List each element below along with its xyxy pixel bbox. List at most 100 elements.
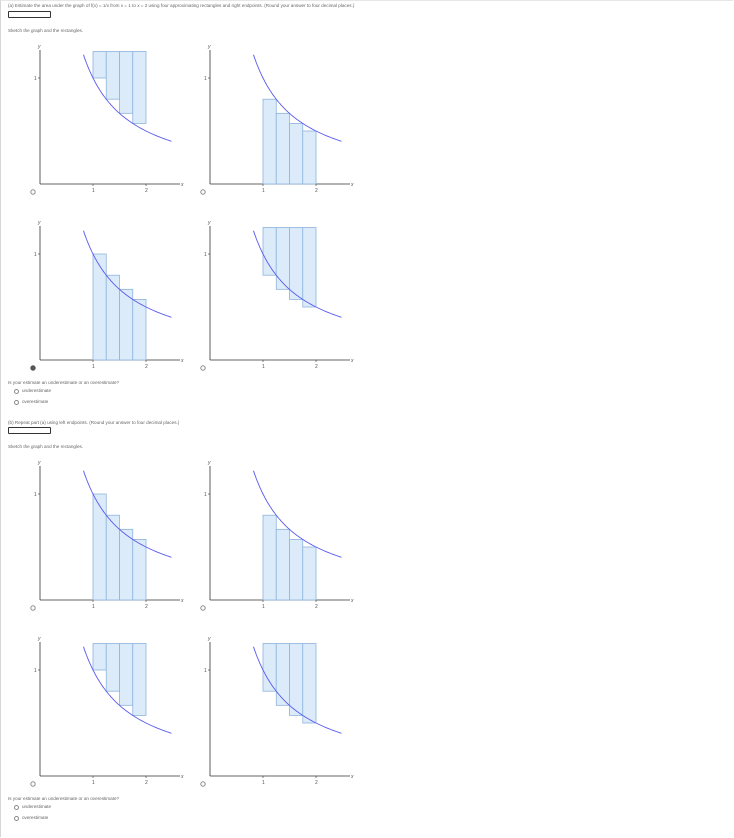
rectangle-4 <box>132 299 147 361</box>
x-axis-label: x <box>350 774 354 780</box>
rectangle-3 <box>289 643 304 716</box>
part-b-underestimate-radio[interactable] <box>14 805 19 810</box>
rectangles <box>262 514 317 601</box>
y-tick-label-1: 1 <box>204 492 207 498</box>
y-tick-label-1: 1 <box>34 76 37 82</box>
graph-choice-radio[interactable] <box>200 781 206 787</box>
part-b-underestimate-label: underestimate <box>22 804 52 809</box>
y-axis-label: y <box>207 636 211 642</box>
graph-choice-radio[interactable] <box>200 365 206 371</box>
x-tick-label-1: 1 <box>92 780 95 786</box>
rectangles <box>262 227 317 308</box>
x-tick-label-1: 1 <box>262 364 265 370</box>
x-tick-label-1: 1 <box>262 780 265 786</box>
rectangle-3 <box>119 528 134 601</box>
rectangle-2 <box>275 112 290 185</box>
part-a-answer-input[interactable] <box>8 11 51 18</box>
rectangle-1 <box>262 227 277 276</box>
curve-1-over-x <box>83 646 172 734</box>
graph-choice-radio[interactable] <box>200 605 206 611</box>
graph-a-4: 1 2 1 x y <box>200 220 354 371</box>
rectangle-3 <box>119 643 134 706</box>
graph-b-1: 1 2 1 x y <box>30 460 184 611</box>
x-axis-label: x <box>180 358 184 364</box>
rectangle-1 <box>92 643 107 671</box>
part-a-overestimate-radio[interactable] <box>14 400 19 405</box>
x-tick-label-2: 2 <box>145 604 148 610</box>
part-a-underestimate-radio[interactable] <box>14 389 19 394</box>
y-axis-label: y <box>37 636 41 642</box>
rectangle-1 <box>92 493 107 601</box>
rectangle-2 <box>105 643 120 692</box>
graph-a-2: 1 2 1 x y <box>200 44 354 195</box>
part-b-overestimate-label: overestimate <box>22 815 49 820</box>
rectangle-3 <box>289 539 304 601</box>
curve-1-over-x <box>83 54 172 142</box>
x-tick-label-2: 2 <box>145 780 148 786</box>
x-axis-label: x <box>180 774 184 780</box>
y-axis-label: y <box>207 220 211 226</box>
y-axis-label: y <box>207 460 211 466</box>
rectangles <box>92 51 147 124</box>
rectangle-4 <box>132 643 147 716</box>
x-tick-label-1: 1 <box>92 364 95 370</box>
part-a-sketch-label: Sketch the graph and the rectangles. <box>8 28 84 33</box>
rectangle-1 <box>262 514 277 601</box>
graph-a-1: 1 2 1 x y <box>30 44 184 195</box>
x-tick-label-2: 2 <box>145 188 148 194</box>
rectangle-2 <box>275 227 290 290</box>
rectangle-3 <box>289 123 304 185</box>
graph-choice-radio[interactable] <box>200 189 206 195</box>
rectangle-4 <box>302 227 317 308</box>
part-b-answer-input[interactable] <box>8 427 51 434</box>
x-axis-label: x <box>180 598 184 604</box>
rectangles <box>92 253 147 361</box>
part-b-sketch-label: Sketch the graph and the rectangles. <box>8 444 84 449</box>
graph-choice-radio[interactable] <box>30 189 36 195</box>
x-tick-label-2: 2 <box>315 780 318 786</box>
rectangle-4 <box>302 546 317 601</box>
x-tick-label-1: 1 <box>262 604 265 610</box>
x-tick-label-1: 1 <box>92 604 95 610</box>
rectangle-1 <box>262 643 277 692</box>
rectangles <box>92 493 147 601</box>
y-tick-label-1: 1 <box>34 668 37 674</box>
x-tick-label-2: 2 <box>315 364 318 370</box>
y-axis-label: y <box>37 220 41 226</box>
x-axis-label: x <box>350 358 354 364</box>
rectangle-3 <box>289 227 304 300</box>
rectangle-1 <box>262 98 277 185</box>
graph-choice-radio[interactable] <box>30 365 36 371</box>
y-axis-label: y <box>37 460 41 466</box>
rectangle-4 <box>302 130 317 185</box>
part-a-question: Is your estimate an underestimate or an … <box>8 380 120 385</box>
rectangles <box>262 98 317 185</box>
curve-1-over-x <box>253 54 342 142</box>
rectangle-1 <box>92 51 107 79</box>
rectangles <box>262 643 317 724</box>
curve-1-over-x <box>253 230 342 318</box>
x-tick-label-2: 2 <box>315 604 318 610</box>
y-tick-label-1: 1 <box>204 668 207 674</box>
rectangles <box>92 643 147 716</box>
curve-1-over-x <box>83 470 172 558</box>
part-b-prompt: (b) Repeat part (a) using left endpoints… <box>8 420 180 425</box>
y-axis-label: y <box>207 44 211 50</box>
part-b-overestimate-radio[interactable] <box>14 816 19 821</box>
rectangle-3 <box>119 288 134 361</box>
rectangle-4 <box>132 539 147 601</box>
rectangle-4 <box>132 51 147 124</box>
part-a-overestimate-label: overestimate <box>22 399 49 404</box>
part-b-question: Is your estimate an underestimate or an … <box>8 796 120 801</box>
graph-b-4: 1 2 1 x y <box>200 636 354 787</box>
y-tick-label-1: 1 <box>204 252 207 258</box>
graph-choice-radio[interactable] <box>30 605 36 611</box>
rectangle-2 <box>105 51 120 100</box>
y-axis-label: y <box>37 44 41 50</box>
graph-b-3: 1 2 1 x y <box>30 636 184 787</box>
y-tick-label-1: 1 <box>34 492 37 498</box>
curve-1-over-x <box>253 470 342 558</box>
graph-choice-radio[interactable] <box>30 781 36 787</box>
part-a-underestimate-label: underestimate <box>22 388 52 393</box>
